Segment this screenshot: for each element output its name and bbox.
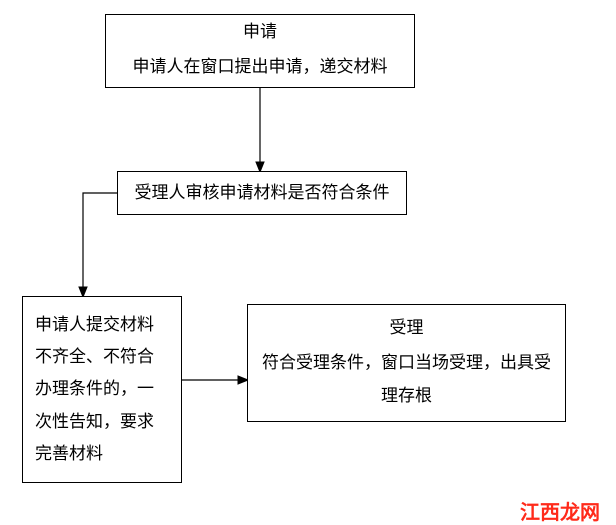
edge-node-review-to-node-incomplete <box>83 193 117 296</box>
node-incomplete: 申请人提交材料不齐全、不符合办理条件的，一次性告知，要求完善材料 <box>22 296 182 483</box>
node-accept-desc: 符合受理条件，窗口当场受理，出具受理存根 <box>260 347 553 412</box>
node-apply: 申请 申请人在窗口提出申请，递交材料 <box>105 14 415 88</box>
node-apply-desc: 申请人在窗口提出申请，递交材料 <box>133 51 388 83</box>
node-apply-title: 申请 <box>243 18 277 45</box>
node-accept: 受理 符合受理条件，窗口当场受理，出具受理存根 <box>247 304 566 422</box>
node-accept-title: 受理 <box>390 314 424 341</box>
node-incomplete-desc: 申请人提交材料不齐全、不符合办理条件的，一次性告知，要求完善材料 <box>35 309 169 470</box>
node-review-desc: 受理人审核申请材料是否符合条件 <box>135 177 390 209</box>
watermark-text: 江西龙网 <box>520 496 600 525</box>
node-review: 受理人审核申请材料是否符合条件 <box>117 171 407 215</box>
